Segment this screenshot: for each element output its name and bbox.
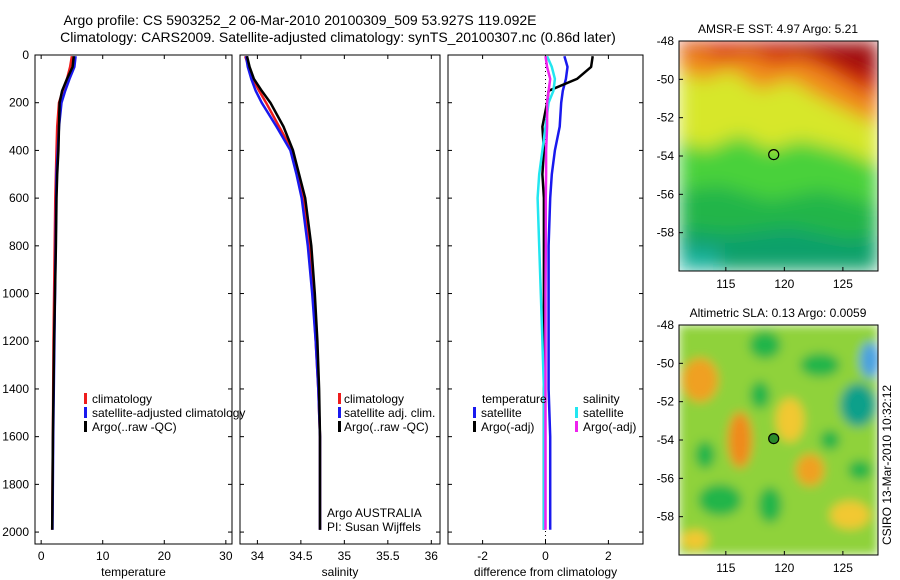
sla-argo-marker — [768, 433, 780, 445]
y-tick-label: 600 — [9, 191, 29, 205]
map-y-tick-label: -56 — [657, 187, 675, 201]
x-tick-label: 20 — [158, 549, 172, 563]
legend-label-argo: Argo(..raw -QC) — [344, 420, 429, 434]
legend-label-climatology: climatology — [344, 392, 404, 406]
map-y-tick-label: -48 — [657, 318, 675, 332]
map-x-tick-label: 120 — [774, 561, 794, 575]
y-tick-label: 1200 — [2, 334, 29, 348]
x-tick-label: 0 — [38, 549, 45, 563]
legend-swatch-satellite-adjusted — [84, 407, 87, 418]
x-axis-label: temperature — [101, 565, 166, 579]
legend-swatch-argo — [338, 421, 341, 432]
difference-profile-panel: -2 0 2 difference from climatology — [447, 54, 644, 579]
y-tick-label: 2000 — [2, 525, 29, 539]
series-line-argo-raw-qc — [245, 55, 322, 530]
series-line-salinity-satellite — [536, 55, 557, 530]
sst-map-axes: 115 120 125 -48 -50 -52 -54 -56 -58 — [657, 34, 854, 291]
y-tick-label: 800 — [9, 239, 29, 253]
sla-map-title: Altimetric SLA: 0.13 Argo: 0.0059 — [690, 306, 867, 320]
legend-swatch-climatology — [338, 393, 341, 404]
map-x-tick-label: 125 — [833, 277, 853, 291]
map-y-tick-label: -52 — [657, 395, 675, 409]
legend-label-temperature-satellite: satellite — [481, 406, 522, 420]
salinity-profile-panel: 34 34.5 35 35.5 36 salinity — [239, 54, 441, 579]
x-tick-label: 34 — [251, 549, 265, 563]
map-y-tick-label: -50 — [657, 72, 675, 86]
figure-title-line-2: Climatology: CARS2009. Satellite-adjuste… — [60, 29, 616, 45]
pi-annotation: PI: Susan Wijffels — [327, 520, 421, 534]
map-x-tick-label: 115 — [716, 277, 735, 291]
legend-swatch-salinity-argo — [575, 421, 578, 432]
x-tick-label: 0 — [542, 549, 549, 563]
legend-label-argo: Argo(..raw -QC) — [92, 420, 177, 434]
y-tick-label: 1000 — [2, 287, 29, 301]
legend-label-satellite-adj: satellite adj. clim. — [344, 406, 435, 420]
legend-swatch-satellite-adj — [338, 407, 341, 418]
map-y-tick-label: -50 — [657, 356, 675, 370]
sla-heatmap — [679, 325, 878, 555]
sst-map-title: AMSR-E SST: 4.97 Argo: 5.21 — [698, 22, 858, 36]
map-y-tick-label: -54 — [657, 433, 675, 447]
side-timestamp: CSIRO 13-Mar-2010 10:32:12 — [880, 385, 894, 545]
temperature-profile-panel: 0 10 20 30 temperature 0 200 400 600 800 1000 1200 1… — [2, 48, 233, 579]
argo-australia-annotation: Argo AUSTRALIA — [327, 506, 422, 520]
series-line-salinity-argo-adj — [544, 56, 552, 530]
x-tick-label: 10 — [96, 549, 110, 563]
sst-argo-marker — [768, 149, 780, 161]
x-tick-label: 35 — [338, 549, 352, 563]
y-tick-label: 1800 — [2, 477, 29, 491]
x-axis-label: salinity — [322, 565, 359, 579]
series-line-argo-raw-qc — [50, 56, 76, 530]
figure-title-line-1: Argo profile: CS 5903252_2 06-Mar-2010 2… — [64, 12, 537, 28]
map-x-tick-label: 120 — [774, 277, 794, 291]
legend-swatch-temperature-argo — [473, 421, 476, 432]
y-tick-label: 1600 — [2, 430, 29, 444]
y-tick-label: 1400 — [2, 382, 29, 396]
x-tick-label: 34.5 — [289, 549, 313, 563]
y-tick-label: 200 — [9, 96, 29, 110]
difference-legend: temperature salinity satellite Argo(-adj… — [473, 392, 636, 434]
legend-label-salinity-satellite: satellite — [583, 406, 624, 420]
temperature-legend: climatology satellite-adjusted climatolo… — [84, 392, 245, 434]
x-tick-label: 30 — [219, 549, 233, 563]
plot-frame — [34, 54, 233, 545]
map-x-tick-label: 115 — [716, 561, 735, 575]
legend-label-temperature-argo: Argo(-adj) — [481, 420, 534, 434]
map-x-tick-label: 125 — [833, 561, 853, 575]
x-tick-label: -2 — [477, 549, 488, 563]
map-y-tick-label: -58 — [657, 510, 675, 524]
legend-swatch-temperature-satellite — [473, 407, 476, 418]
map-y-tick-label: -58 — [657, 226, 675, 240]
sla-map-axes: 115 120 125 -48 -50 -52 -54 -56 -58 — [657, 318, 854, 575]
map-y-tick-label: -52 — [657, 111, 675, 125]
legend-label-satellite-adjusted: satellite-adjusted climatology — [92, 406, 245, 420]
map-y-tick-label: -48 — [657, 34, 675, 48]
legend-label-climatology: climatology — [92, 392, 152, 406]
map-y-tick-label: -56 — [657, 471, 675, 485]
x-tick-label: 35.5 — [376, 549, 400, 563]
y-tick-label: 400 — [9, 143, 29, 157]
legend-swatch-argo — [84, 421, 87, 432]
series-line-temperature-satellite — [547, 55, 569, 530]
legend-label-salinity-argo: Argo(-adj) — [583, 420, 636, 434]
x-axis-label: difference from climatology — [474, 565, 617, 579]
legend-header-salinity: salinity — [583, 392, 620, 406]
x-tick-label: 36 — [425, 549, 439, 563]
salinity-legend: climatology satellite adj. clim. Argo(..… — [338, 392, 435, 434]
legend-swatch-salinity-satellite — [575, 407, 578, 418]
x-tick-label: 2 — [605, 549, 612, 563]
legend-header-temperature: temperature — [482, 392, 547, 406]
map-y-tick-label: -54 — [657, 149, 675, 163]
y-tick-label: 0 — [22, 48, 29, 62]
legend-swatch-climatology — [84, 393, 87, 404]
plot-frame — [239, 54, 441, 545]
